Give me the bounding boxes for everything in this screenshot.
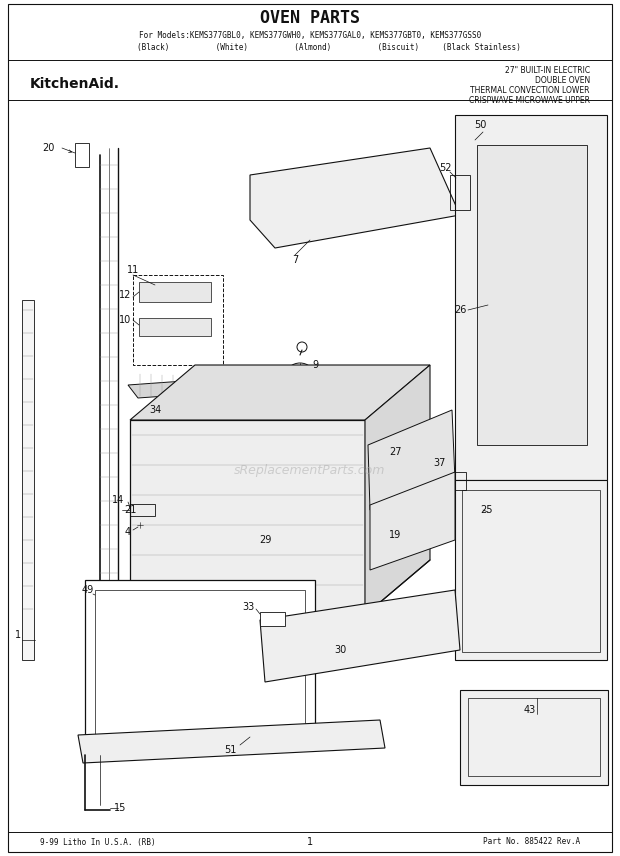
Text: 27" BUILT-IN ELECTRIC: 27" BUILT-IN ELECTRIC — [505, 66, 590, 74]
Text: For Models:KEMS377GBL0, KEMS377GWH0, KEMS377GAL0, KEMS377GBT0, KEMS377GSS0: For Models:KEMS377GBL0, KEMS377GWH0, KEM… — [139, 31, 481, 39]
Bar — [450, 175, 470, 210]
Bar — [22, 300, 34, 660]
Polygon shape — [130, 365, 430, 420]
Polygon shape — [128, 372, 320, 398]
Bar — [130, 420, 365, 615]
Text: 30: 30 — [334, 645, 346, 655]
Text: 43: 43 — [524, 705, 536, 715]
Text: 37: 37 — [434, 458, 446, 468]
Bar — [75, 143, 89, 167]
Text: 15: 15 — [114, 803, 126, 813]
Polygon shape — [250, 148, 460, 248]
Bar — [95, 590, 305, 735]
Text: 50: 50 — [474, 120, 486, 130]
Text: Part No. 885422 Rev.A: Part No. 885422 Rev.A — [483, 837, 580, 847]
Text: 27: 27 — [389, 447, 401, 457]
Text: 10: 10 — [119, 315, 131, 325]
Polygon shape — [260, 590, 460, 682]
Text: 9-99 Litho In U.S.A. (RB): 9-99 Litho In U.S.A. (RB) — [40, 837, 156, 847]
Text: 26: 26 — [454, 305, 466, 315]
Text: KitchenAid.: KitchenAid. — [30, 77, 120, 91]
Text: 19: 19 — [389, 530, 401, 540]
Polygon shape — [368, 410, 455, 510]
Polygon shape — [370, 472, 455, 570]
Text: 33: 33 — [242, 602, 254, 612]
Bar — [85, 580, 315, 745]
Bar — [260, 612, 285, 626]
Text: THERMAL CONVECTION LOWER: THERMAL CONVECTION LOWER — [471, 86, 590, 94]
Bar — [460, 690, 608, 785]
Bar — [468, 698, 600, 776]
Bar — [139, 282, 211, 302]
Bar — [477, 145, 587, 445]
Text: 20: 20 — [42, 143, 54, 153]
Text: 11: 11 — [127, 265, 139, 275]
Polygon shape — [365, 365, 430, 615]
Text: 1: 1 — [307, 837, 313, 847]
Bar — [448, 472, 466, 490]
Text: 29: 29 — [259, 535, 271, 545]
Bar — [139, 318, 211, 336]
Bar — [455, 480, 607, 660]
Text: DOUBLE OVEN: DOUBLE OVEN — [534, 75, 590, 85]
Text: 52: 52 — [439, 163, 451, 173]
Text: 1: 1 — [15, 630, 21, 640]
Text: (Black)          (White)          (Almond)          (Biscuit)     (Black Stainle: (Black) (White) (Almond) (Biscuit) (Blac… — [100, 43, 520, 51]
Text: OVEN PARTS: OVEN PARTS — [260, 9, 360, 27]
Bar — [462, 490, 600, 652]
Text: 49: 49 — [82, 585, 94, 595]
Text: 9: 9 — [312, 360, 318, 370]
Text: sReplacementParts.com: sReplacementParts.com — [234, 463, 386, 477]
Polygon shape — [78, 720, 385, 763]
Bar — [130, 504, 155, 516]
Text: 25: 25 — [480, 505, 492, 515]
Text: 34: 34 — [149, 405, 161, 415]
Text: 12: 12 — [119, 290, 131, 300]
Bar — [133, 275, 223, 365]
Bar — [455, 115, 607, 480]
Text: 21: 21 — [124, 505, 136, 515]
Text: CRISPWAVE MICROWAVE UPPER: CRISPWAVE MICROWAVE UPPER — [469, 96, 590, 104]
Text: 4: 4 — [125, 527, 131, 537]
Text: 14: 14 — [112, 495, 124, 505]
Text: 7: 7 — [292, 255, 298, 265]
Text: 51: 51 — [224, 745, 236, 755]
